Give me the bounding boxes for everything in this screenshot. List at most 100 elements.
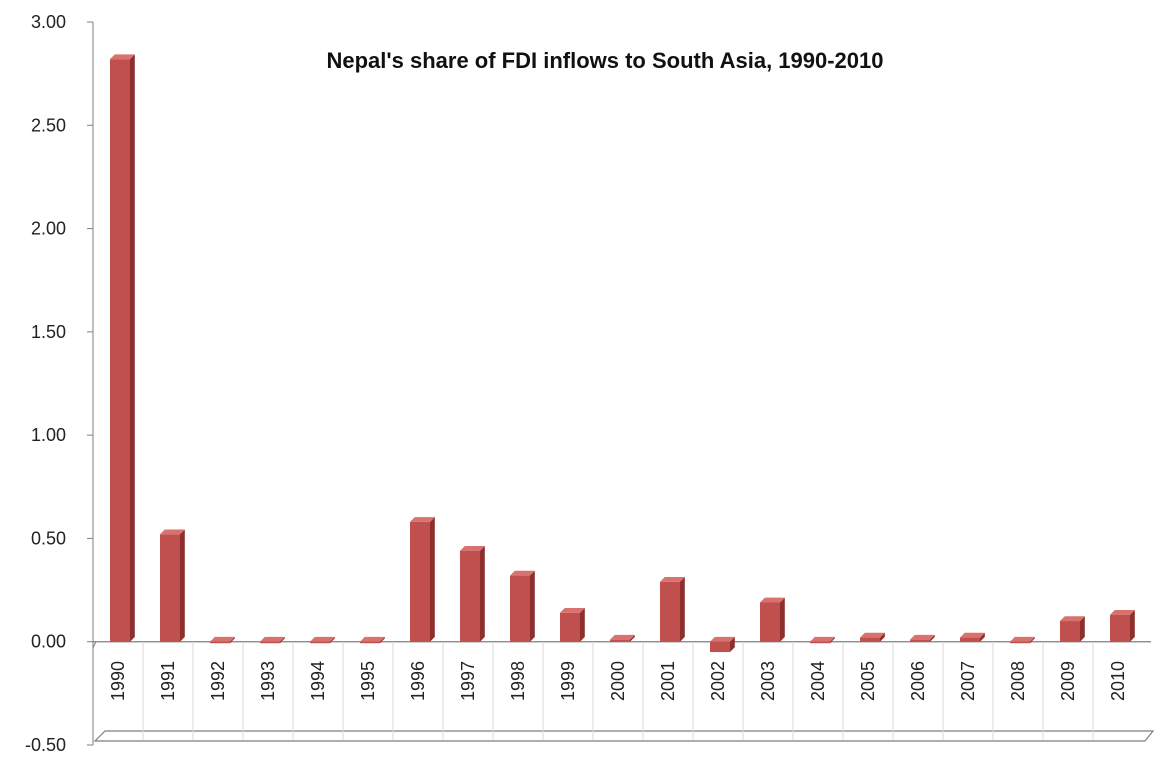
bar-side <box>730 636 735 653</box>
bar-side <box>530 570 535 642</box>
bar-front <box>1110 614 1130 642</box>
bars-layer <box>110 54 1135 653</box>
bar-top <box>1110 610 1135 615</box>
bar <box>760 597 785 642</box>
bar-side <box>880 632 885 642</box>
bar-front <box>1060 621 1080 642</box>
bar <box>610 634 635 642</box>
bar <box>310 636 335 644</box>
bar-top <box>210 636 235 642</box>
bar-front <box>960 637 980 642</box>
bar-side <box>580 607 585 642</box>
bar <box>210 636 235 644</box>
x-tick-label: 2003 <box>758 661 778 701</box>
bar-front <box>510 575 530 642</box>
bar-front <box>610 639 630 642</box>
bar-top <box>810 636 835 642</box>
bar <box>710 636 735 653</box>
bar <box>1010 636 1035 644</box>
bar <box>160 529 185 642</box>
bar-front <box>160 534 180 642</box>
bar-front <box>260 641 280 644</box>
bar-side <box>930 634 935 642</box>
axes-layer <box>87 21 1155 746</box>
floor-bracket <box>93 730 1155 742</box>
bar-side <box>130 54 135 642</box>
bar-side <box>430 517 435 642</box>
y-tick-label: 3.00 <box>31 12 66 32</box>
bar <box>810 636 835 644</box>
x-tick-label: 2001 <box>658 661 678 701</box>
bar-side <box>630 634 635 642</box>
bar-front <box>560 612 580 642</box>
x-tick-label: 1993 <box>258 661 278 701</box>
x-tick-label: 1996 <box>408 661 428 701</box>
bar-top <box>560 607 585 613</box>
x-tick-label: 1999 <box>558 661 578 701</box>
bar <box>260 636 285 644</box>
y-tick-labels: 3.00 2.50 2.00 1.50 1.00 0.50 0.00 -0.50 <box>25 12 66 755</box>
x-tick-label: 2000 <box>608 661 628 701</box>
bar-top <box>760 597 785 603</box>
x-tick-label: 1995 <box>358 661 378 701</box>
bar-front <box>310 641 330 644</box>
bar-front <box>760 602 780 642</box>
bar-side <box>1030 636 1035 644</box>
bar <box>1060 616 1085 642</box>
bar-top <box>860 632 885 638</box>
bar-side <box>330 636 335 644</box>
bar-top <box>260 636 285 642</box>
x-tick-label: 2009 <box>1058 661 1078 701</box>
x-tick-label: 1992 <box>208 661 228 701</box>
bar-side <box>980 632 985 642</box>
bar <box>660 577 685 642</box>
bar-front <box>410 521 430 642</box>
bar-top <box>160 529 185 535</box>
bar-top <box>660 577 685 582</box>
bar <box>510 570 535 642</box>
chart-title: Nepal's share of FDI inflows to South As… <box>326 48 883 73</box>
y-tick-label: 0.00 <box>31 632 66 652</box>
bar-top <box>710 636 735 642</box>
x-tick-label: 2002 <box>708 661 728 701</box>
bar-side <box>180 529 185 642</box>
bar-top <box>510 570 535 576</box>
y-tick-label: 0.50 <box>31 528 66 548</box>
bar <box>560 607 585 642</box>
bar-top <box>310 636 335 642</box>
bar-front <box>1010 641 1030 644</box>
bar-front <box>810 641 830 644</box>
bar-side <box>230 636 235 644</box>
bar-front <box>210 641 230 644</box>
bar-top <box>910 634 935 640</box>
x-tick-label: 2010 <box>1108 661 1128 701</box>
bar-side <box>380 636 385 644</box>
bar-front <box>460 550 480 642</box>
x-tick-label: 1990 <box>108 661 128 701</box>
bar <box>1110 610 1135 642</box>
bar-top <box>360 636 385 642</box>
bar-front <box>910 639 930 642</box>
zero-baseline-edge <box>92 641 97 648</box>
bar-side <box>1080 616 1085 642</box>
x-tick-label: 1994 <box>308 661 328 701</box>
bar-front <box>110 59 130 642</box>
y-tick-label: 2.50 <box>31 115 66 135</box>
bar-front <box>710 641 730 653</box>
bar-side <box>1130 610 1135 642</box>
bar-top <box>960 632 985 638</box>
y-tick-label: 2.00 <box>31 219 66 239</box>
bar-side <box>780 597 785 642</box>
x-tick-label: 2007 <box>958 661 978 701</box>
bar-front <box>860 637 880 642</box>
bar-side <box>830 636 835 644</box>
y-tick-label: 1.50 <box>31 322 66 342</box>
bar-top <box>610 634 635 640</box>
bar-top <box>1060 616 1085 622</box>
bar-front <box>660 581 680 642</box>
x-tick-label: 2008 <box>1008 661 1028 701</box>
bar-top <box>110 54 135 60</box>
bar-front <box>360 641 380 644</box>
